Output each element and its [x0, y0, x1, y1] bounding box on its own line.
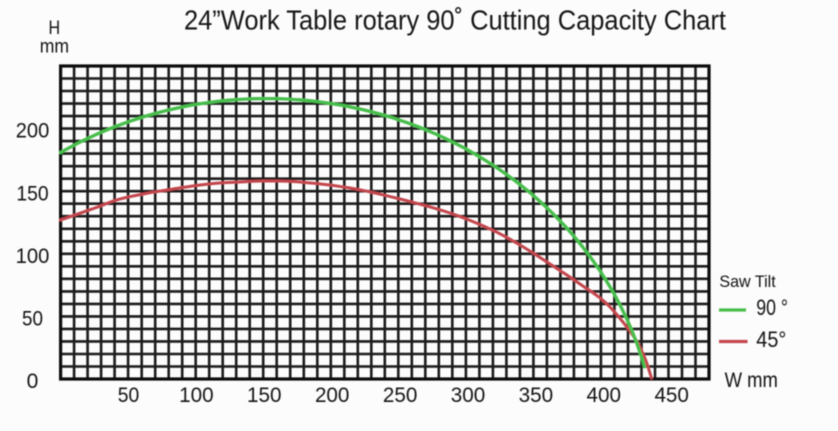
svg-text:W mm: W mm — [725, 369, 778, 392]
svg-text:50: 50 — [22, 308, 43, 331]
svg-text:H: H — [49, 18, 61, 39]
svg-text:250: 250 — [383, 384, 418, 407]
svg-text:450: 450 — [654, 384, 689, 407]
svg-text:24”Work Table rotary 90˚ Cutti: 24”Work Table rotary 90˚ Cutting Capacit… — [184, 5, 726, 36]
svg-text:350: 350 — [519, 384, 554, 407]
svg-text:300: 300 — [451, 384, 486, 407]
svg-text:0: 0 — [27, 370, 39, 393]
svg-text:45°: 45° — [756, 327, 786, 352]
svg-text:Saw Tilt: Saw Tilt — [719, 272, 776, 291]
svg-text:200: 200 — [315, 384, 350, 407]
svg-text:mm: mm — [40, 36, 69, 57]
svg-text:50: 50 — [118, 384, 140, 407]
svg-text:400: 400 — [587, 384, 622, 407]
svg-text:100: 100 — [16, 245, 50, 268]
svg-text:200: 200 — [16, 120, 50, 143]
svg-text:100: 100 — [179, 384, 214, 407]
svg-text:150: 150 — [16, 182, 48, 205]
svg-text:150: 150 — [247, 384, 282, 407]
svg-text:90 °: 90 ° — [756, 295, 788, 320]
